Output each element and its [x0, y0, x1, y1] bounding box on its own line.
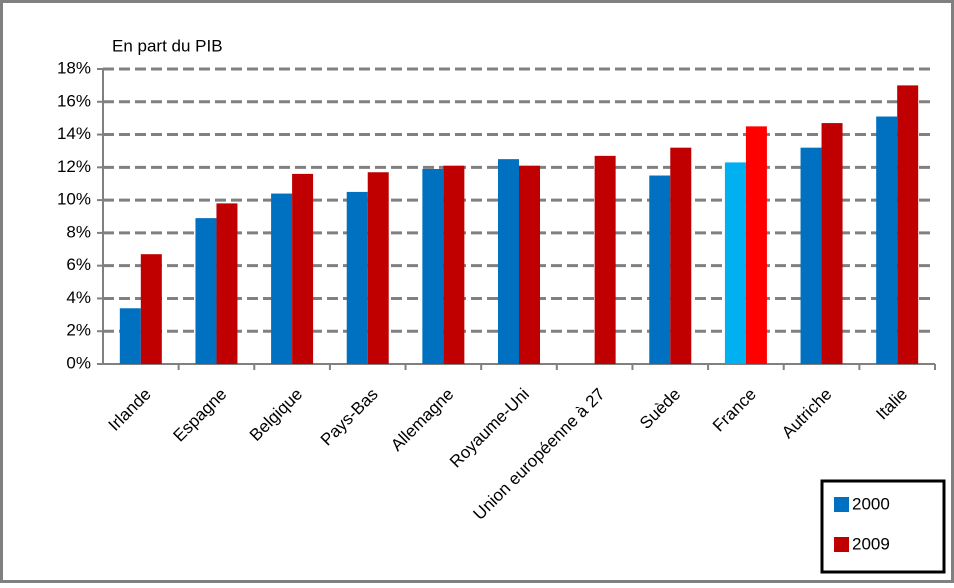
bar [498, 159, 519, 364]
bar [649, 175, 671, 364]
y-tick-label: 2% [66, 321, 91, 340]
bar [119, 308, 141, 364]
bar [724, 162, 746, 364]
y-tick-label: 16% [57, 91, 91, 110]
y-tick-label: 6% [66, 255, 91, 274]
bar [140, 254, 162, 364]
bar [443, 165, 465, 364]
legend-label: 2000 [852, 494, 890, 513]
bar [594, 155, 616, 364]
y-tick-label: 8% [66, 222, 91, 241]
bar [800, 147, 822, 364]
y-tick-label: 18% [57, 58, 91, 77]
legend-swatch [834, 537, 849, 552]
y-tick-label: 10% [57, 190, 91, 209]
y-axis-label: En part du PIB [112, 36, 223, 55]
bar [367, 172, 389, 364]
bar [346, 191, 368, 364]
legend-box [820, 479, 946, 574]
y-tick-label: 4% [66, 288, 91, 307]
legend-label: 2009 [852, 534, 890, 553]
bar [292, 173, 314, 364]
y-tick-label: 14% [57, 124, 91, 143]
bar [821, 123, 843, 364]
bar [195, 218, 217, 364]
bar [519, 165, 540, 364]
bar [271, 193, 293, 364]
bar [422, 168, 444, 364]
legend-swatch [834, 497, 849, 512]
bar [897, 85, 919, 364]
y-tick-label: 12% [57, 157, 91, 176]
bar [876, 116, 898, 365]
bar [670, 147, 692, 364]
bar [745, 126, 767, 364]
y-tick-label: 0% [66, 353, 91, 372]
bar [216, 203, 238, 364]
